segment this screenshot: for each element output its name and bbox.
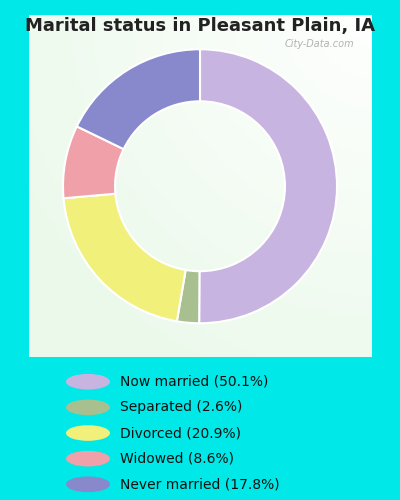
Wedge shape	[63, 126, 124, 198]
Text: Now married (50.1%): Now married (50.1%)	[120, 374, 268, 388]
Circle shape	[66, 425, 110, 441]
Text: Never married (17.8%): Never married (17.8%)	[120, 478, 280, 492]
Circle shape	[66, 451, 110, 466]
Text: Divorced (20.9%): Divorced (20.9%)	[120, 426, 241, 440]
Wedge shape	[199, 50, 337, 324]
Text: Widowed (8.6%): Widowed (8.6%)	[120, 452, 234, 466]
Text: Separated (2.6%): Separated (2.6%)	[120, 400, 242, 414]
Wedge shape	[177, 270, 200, 323]
Wedge shape	[77, 50, 200, 149]
Circle shape	[66, 400, 110, 415]
Text: Marital status in Pleasant Plain, IA: Marital status in Pleasant Plain, IA	[25, 18, 375, 36]
Text: City-Data.com: City-Data.com	[284, 39, 354, 49]
Wedge shape	[64, 194, 186, 322]
Circle shape	[66, 374, 110, 390]
Circle shape	[66, 476, 110, 492]
